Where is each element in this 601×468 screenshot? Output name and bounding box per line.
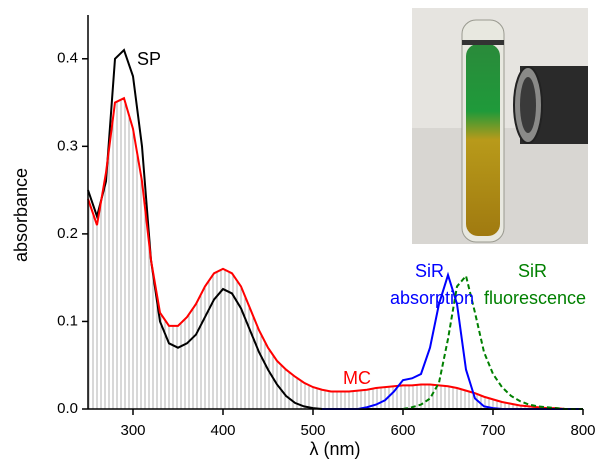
y-tick-label: 0.3 <box>57 137 78 154</box>
y-tick-label: 0.1 <box>57 312 78 329</box>
x-tick-label: 400 <box>210 422 235 439</box>
series-label: SiR fluorescence <box>484 261 586 308</box>
x-tick-label: 800 <box>570 422 595 439</box>
series-line <box>402 273 583 410</box>
series-line <box>87 96 583 410</box>
series-label: SiR absorption <box>390 261 474 308</box>
y-axis-label: absorbance <box>11 168 31 262</box>
hatched-area <box>88 98 583 409</box>
y-tick-label: 0.4 <box>57 50 78 67</box>
x-axis-label: λ (nm) <box>310 439 361 459</box>
x-tick-label: 500 <box>300 422 325 439</box>
x-tick-label: 300 <box>120 422 145 439</box>
x-tick-label: 600 <box>390 422 415 439</box>
series-label: MC <box>343 368 371 388</box>
inset-photo <box>412 8 588 244</box>
y-tick-label: 0.2 <box>57 225 78 242</box>
series-label: SP <box>137 49 161 69</box>
x-tick-label: 700 <box>480 422 505 439</box>
y-tick-label: 0.0 <box>57 400 78 417</box>
